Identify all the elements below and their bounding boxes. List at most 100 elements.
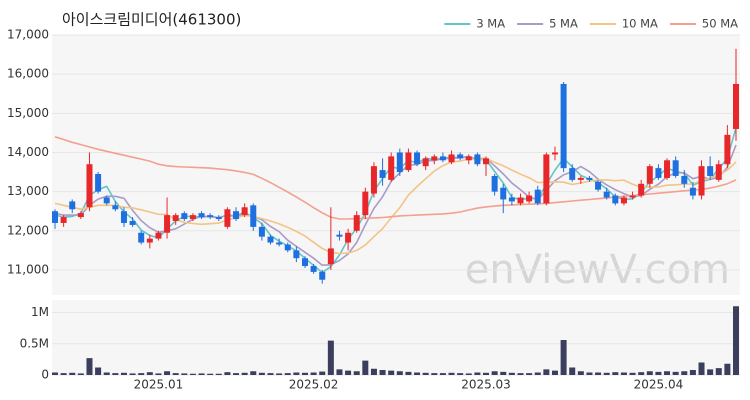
candle-body (612, 195, 619, 204)
candle-body (310, 266, 317, 272)
volume-bar (414, 372, 421, 375)
volume-bar (733, 306, 739, 375)
y-tick-label: 0.5M (20, 336, 49, 350)
volume-bar (112, 373, 119, 375)
volume-bar (181, 373, 188, 375)
candle-body (448, 154, 455, 163)
volume-bar (483, 372, 490, 375)
candle-body (620, 197, 627, 204)
candle-body (77, 213, 84, 218)
y-tick-label: 13,000 (7, 184, 49, 198)
candle-body (60, 217, 67, 223)
candle-body (715, 164, 722, 180)
candle-body (345, 232, 352, 243)
candle-body (586, 177, 593, 180)
volume-bar (250, 371, 257, 375)
volume-bar (508, 372, 515, 375)
candle-body (595, 181, 602, 190)
candle-body (405, 152, 412, 171)
candle-body (95, 174, 102, 192)
candle-body (500, 187, 507, 200)
volume-bar (129, 373, 136, 375)
volume-bar (319, 371, 326, 375)
candle-body (86, 164, 93, 208)
candle-body (672, 160, 679, 176)
candle-body (112, 205, 119, 210)
volume-bar (457, 373, 464, 375)
candle-body (146, 238, 153, 243)
volume-bar (577, 371, 584, 375)
volume-bar (224, 372, 231, 375)
volume-bar (284, 373, 291, 375)
volume-bar (362, 360, 369, 375)
candle-body (474, 154, 481, 165)
volume-bar (345, 370, 352, 375)
volume-bar (52, 372, 58, 375)
legend-label: 10 MA (622, 17, 658, 31)
candle-body (172, 215, 179, 221)
candle-body (353, 215, 360, 231)
candle-body (508, 197, 515, 202)
volume-bar (120, 372, 127, 375)
candle-body (534, 189, 541, 204)
candle-body (439, 156, 446, 161)
volume-panel (52, 300, 740, 375)
volume-bar (431, 373, 438, 375)
candle-body (284, 244, 291, 251)
x-tick-label: 2025.03 (461, 378, 511, 392)
candle-body (138, 232, 145, 243)
candle-body (655, 168, 662, 178)
volume-bar (60, 373, 67, 375)
legend-label: 5 MA (549, 17, 578, 31)
y-tick-label: 1M (31, 305, 49, 319)
chart-title: 아이스크림미디어(461300) (62, 11, 241, 29)
candle-body (258, 226, 265, 237)
candle-body (327, 248, 334, 265)
volume-bar (465, 373, 472, 375)
volume-bar (95, 367, 102, 375)
y-tick-label: 14,000 (7, 145, 49, 159)
x-tick-label: 2025.02 (289, 378, 339, 392)
y-tick-label: 12,000 (7, 223, 49, 237)
volume-bar (500, 371, 507, 375)
volume-bar (189, 373, 196, 375)
candle-body (69, 201, 76, 210)
volume-bar (207, 373, 214, 375)
volume-bar (138, 373, 145, 375)
x-tick-label: 2025.04 (634, 378, 684, 392)
candle-body (198, 213, 205, 218)
volume-bar (233, 373, 240, 375)
candle-body (336, 234, 343, 237)
candle-body (388, 156, 395, 180)
candle-body (526, 195, 533, 202)
legend-label: 50 MA (702, 17, 738, 31)
candle-body (551, 152, 558, 155)
candle-body (370, 166, 377, 194)
candle-body (707, 166, 714, 176)
volume-bar (86, 358, 93, 375)
volume-bar (241, 372, 248, 375)
volume-bar (276, 373, 283, 375)
volume-bar (681, 371, 688, 375)
y-tick-label: 15,000 (7, 106, 49, 120)
candle-body (241, 207, 248, 216)
volume-bar (491, 371, 498, 375)
candle-body (224, 209, 231, 227)
volume-bar (612, 372, 619, 375)
candle-body (733, 83, 739, 129)
candle-body (319, 271, 326, 280)
volume-bar (474, 372, 481, 375)
candle-body (629, 195, 636, 198)
candle-body (422, 158, 429, 167)
legend-label: 3 MA (476, 17, 505, 31)
volume-bar (603, 372, 610, 375)
volume-bar (77, 373, 84, 375)
candle-body (52, 211, 58, 223)
candle-body (103, 197, 110, 204)
volume-bar (655, 371, 662, 375)
candle-body (396, 152, 403, 173)
volume-bar (646, 371, 653, 375)
volume-bar (405, 371, 412, 375)
volume-bar (310, 372, 317, 375)
